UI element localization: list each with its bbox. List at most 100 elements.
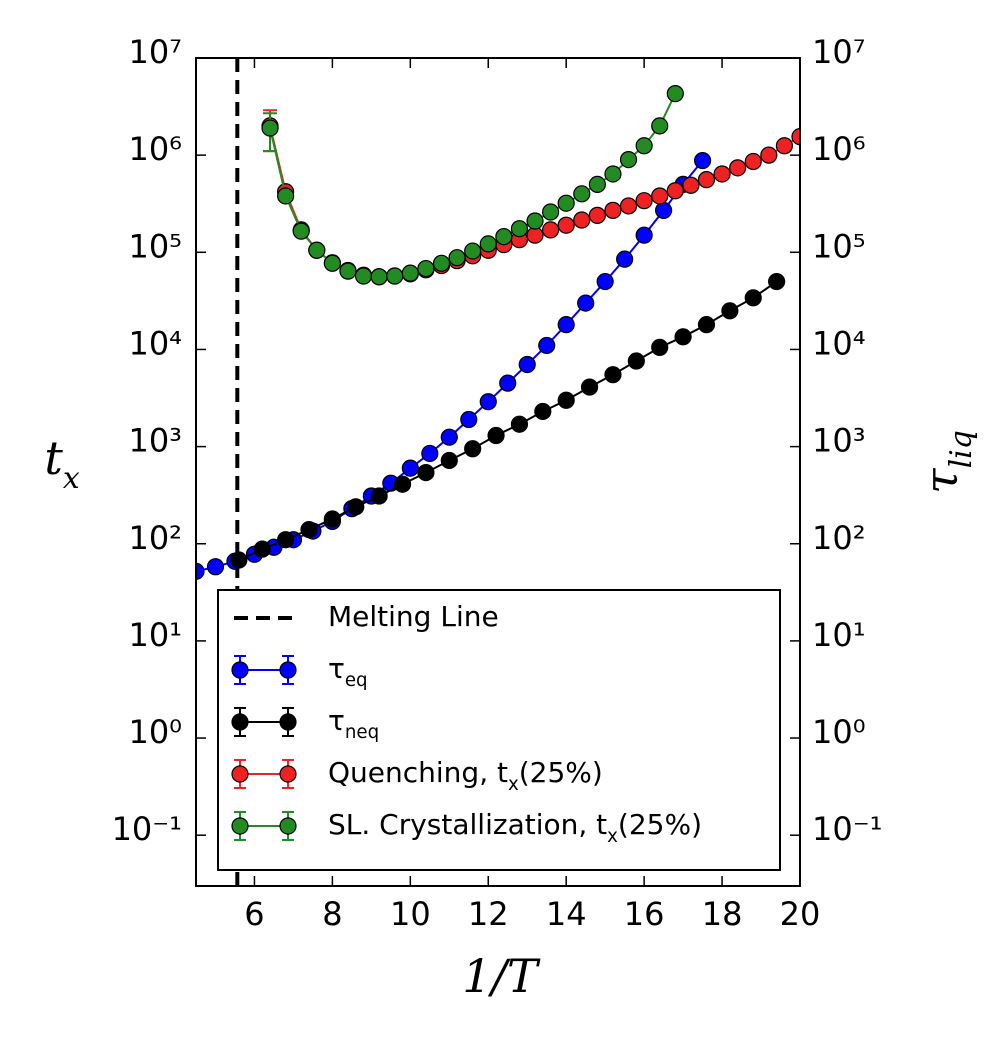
y2-tick-label: 10⁷ [812,33,866,71]
text-run: Quenching, t [328,756,508,789]
point [635,226,653,244]
y2-tick-label: 10⁻¹ [812,810,882,848]
x-tick-label: 20 [780,895,821,933]
y-tick-label: 10⁰ [128,713,182,751]
point [580,378,599,396]
y-tick-label: 10⁷ [128,33,182,71]
text-run: (25%) [618,808,702,841]
point [534,402,552,421]
point [495,228,513,246]
point [230,551,248,569]
series-line [238,280,778,561]
point [370,487,388,505]
point [300,520,318,539]
point [674,328,692,346]
point [253,540,271,558]
y-tick-label: 10⁶ [128,130,182,168]
subscript: x [508,774,519,795]
point [196,562,205,580]
legend-marker [231,765,249,783]
y2-tick-label: 10² [812,519,866,557]
text-run: τ [914,467,968,494]
x-axis-label: 1/T [462,949,541,1003]
y2-tick-label: 10⁰ [812,713,866,751]
point [557,216,575,234]
point [464,242,482,260]
point [697,316,716,334]
point [354,267,373,285]
point [421,444,439,463]
text-run: t [44,431,63,485]
y-tick-label: 10⁻¹ [112,810,182,848]
legend-marker [231,713,249,731]
subscript: x [63,461,80,496]
point [206,558,225,576]
point [744,289,762,307]
legend-marker [279,765,297,783]
point [440,428,458,446]
point [526,212,544,230]
point [339,262,357,280]
point [323,510,341,528]
legend-marker [279,713,297,731]
series-line [269,125,800,278]
point [721,302,739,320]
y-tick-label: 10³ [128,422,182,460]
point [693,151,712,170]
point [401,264,419,282]
point [479,235,497,253]
point [682,176,700,194]
text-run: τ [328,652,345,685]
y2-axis-label: τliq [914,430,979,494]
x-tick-label: 16 [624,895,665,933]
point [479,393,497,411]
point [542,221,560,239]
y-tick-label: 10² [128,519,182,557]
subscript: neq [345,722,379,743]
point [401,459,419,477]
y2-tick-label: 10⁵ [812,227,866,265]
legend-label: Quenching, tx(25%) [328,756,603,795]
point [729,159,747,177]
point [518,355,536,374]
point [573,211,591,229]
y-tick-label: 10⁴ [128,324,182,362]
point [323,254,341,272]
point [791,128,800,146]
point [627,352,645,370]
point [464,440,482,458]
point [697,171,716,189]
x-tick-label: 12 [468,895,509,933]
point [604,201,622,219]
point [386,267,404,285]
legend-label: Melting Line [328,600,499,633]
legend-label: τneq [328,704,379,743]
legend-label: τeq [328,652,368,691]
point [651,338,669,356]
point [635,137,653,155]
y-tick-label: 10⁵ [128,227,182,265]
point [713,165,731,183]
point [557,194,575,212]
point [277,187,295,205]
legend-marker [279,661,297,679]
point [635,192,653,210]
legend-marker [231,661,249,679]
y2-tick-label: 10⁴ [812,324,866,362]
point [596,272,614,291]
text-run: SL. Crystallization, t [328,808,607,841]
point [417,259,435,278]
plot-area [196,58,800,886]
x-tick-label: 18 [702,895,743,933]
point [557,391,575,409]
point [651,117,669,135]
legend-marker [231,817,249,835]
point [619,197,638,215]
point [487,426,505,445]
point [760,146,778,164]
point [292,222,310,240]
point [432,254,451,272]
point [588,206,606,224]
point [510,415,529,433]
point [604,366,622,384]
